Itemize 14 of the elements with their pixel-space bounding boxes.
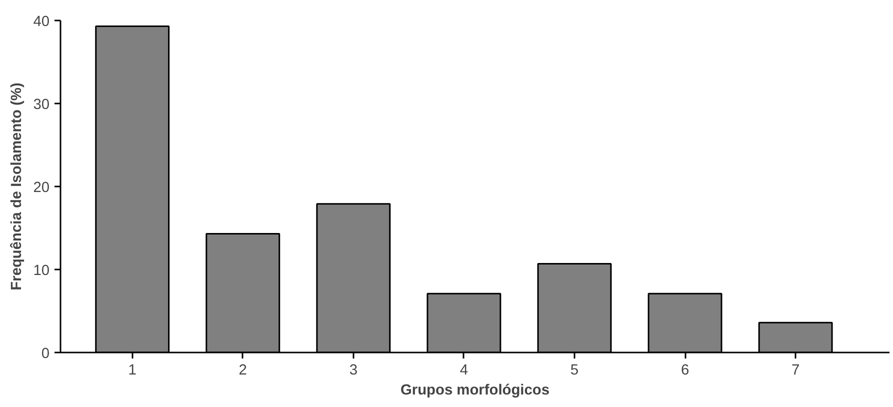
x-tick-label: 7 <box>791 362 800 378</box>
x-axis-title: Grupos morfológicos <box>400 382 550 398</box>
x-tick-label: 3 <box>349 362 358 378</box>
x-tick-label: 1 <box>128 362 136 378</box>
y-tick-label: 10 <box>33 263 50 279</box>
x-tick-label: 2 <box>238 362 247 378</box>
y-tick-label: 40 <box>33 14 50 30</box>
y-tick-label: 30 <box>33 97 50 113</box>
y-tick-label: 20 <box>33 180 50 196</box>
x-tick-label: 5 <box>570 362 579 378</box>
x-tick-label: 6 <box>680 362 690 378</box>
y-axis-title: Frequência de Isolamento (%) <box>9 82 26 290</box>
y-tick-label: 0 <box>41 346 50 362</box>
x-tick-label: 4 <box>460 362 468 378</box>
